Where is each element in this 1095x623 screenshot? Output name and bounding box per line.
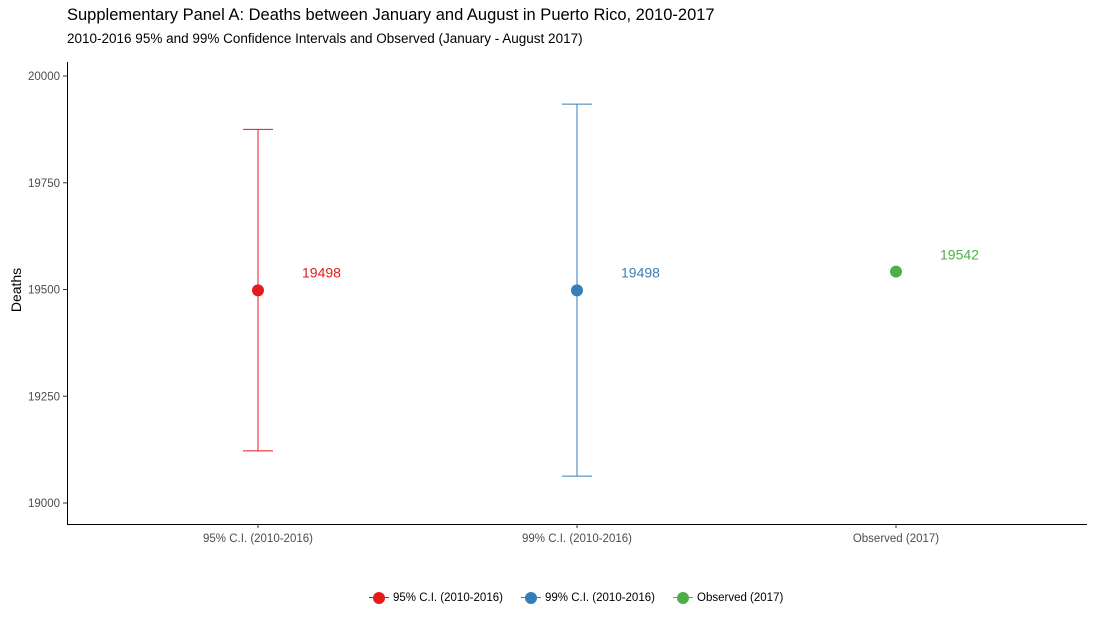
legend-label: 99% C.I. (2010-2016) — [545, 592, 655, 604]
legend-item: 95% C.I. (2010-2016) — [368, 588, 503, 608]
legend-key-icon — [672, 588, 694, 608]
legend-label: Observed (2017) — [697, 592, 784, 604]
y-tick-label: 19500 — [28, 285, 60, 297]
legend-key-icon — [368, 588, 390, 608]
chart-legend: 95% C.I. (2010-2016) 99% C.I. (2010-2016)… — [0, 588, 1095, 608]
x-tick-label: 95% C.I. (2010-2016) — [203, 533, 313, 545]
y-tick-label: 19750 — [28, 178, 60, 190]
x-tick-label: Observed (2017) — [853, 533, 939, 545]
data-point — [252, 284, 264, 297]
y-tick-label: 19250 — [28, 391, 60, 403]
data-label: 19498 — [302, 264, 341, 280]
data-label: 19498 — [621, 264, 660, 280]
legend-item: 99% C.I. (2010-2016) — [520, 588, 655, 608]
y-tick-label: 19000 — [28, 498, 60, 510]
chart-title: Supplementary Panel A: Deaths between Ja… — [67, 6, 715, 24]
legend-item: Observed (2017) — [672, 588, 783, 608]
legend-key-icon — [520, 588, 542, 608]
data-label: 19542 — [940, 247, 979, 263]
x-tick-label: 99% C.I. (2010-2016) — [522, 533, 632, 545]
data-point — [571, 284, 583, 297]
chart-plot-area: Deaths 19000 19250 19500 19750 20000 95% C.I… — [8, 62, 1087, 545]
y-tick-label: 20000 — [28, 71, 60, 83]
chart-subtitle: 2010-2016 95% and 99% Confidence Interva… — [67, 31, 583, 46]
data-point — [890, 265, 902, 278]
y-axis-label: Deaths — [8, 268, 24, 312]
legend-label: 95% C.I. (2010-2016) — [393, 592, 503, 604]
